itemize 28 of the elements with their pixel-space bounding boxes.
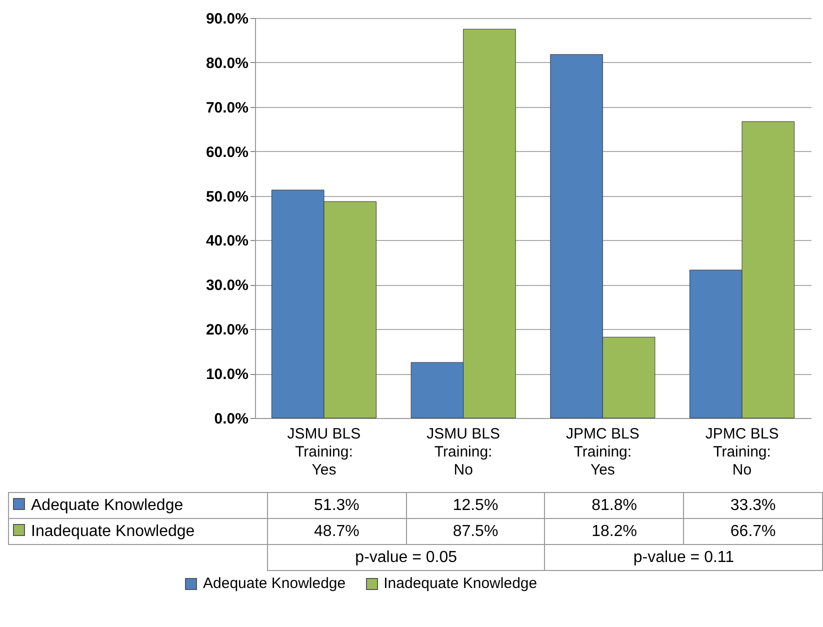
x-tick-label: JSMU BLS Training: Yes (287, 426, 361, 478)
legend-label: Inadequate Knowledge (382, 575, 538, 592)
y-tick-label: 30.0% (206, 277, 248, 294)
y-tick-label: 20.0% (206, 322, 248, 339)
data-label: 33.3% (684, 492, 822, 518)
data-label: 81.8% (544, 492, 684, 518)
y-tick-label: 40.0% (206, 232, 248, 250)
y-tick-label: 50.0% (206, 188, 248, 206)
text: p-value = 0.05 (267, 544, 545, 570)
y-tick-label: 10.0% (206, 366, 248, 384)
data-label: 66.7% (684, 518, 822, 544)
x-tick-label: JPMC BLS Training: No (705, 426, 779, 478)
x-tick-label: JSMU BLS Training: No (426, 426, 500, 478)
y-tick-label: 80.0% (206, 54, 248, 72)
text: Inadequate Knowledge (31, 522, 195, 540)
legend-label: Adequate Knowledge (8, 492, 268, 518)
text: Adequate Knowledge (203, 575, 346, 592)
data-label: 51.3% (267, 492, 406, 518)
data-label: 48.7% (267, 518, 406, 544)
text: p-value = 0.11 (544, 544, 822, 570)
y-tick-label: 60.0% (206, 144, 248, 161)
data-label: 87.5% (406, 518, 545, 544)
data-label: 12.5% (406, 492, 545, 518)
y-tick-label: 0.0% (214, 410, 248, 428)
y-tick-label: 90.0% (206, 10, 248, 28)
y-tick-label: 70.0% (206, 99, 248, 116)
x-tick-label: JPMC BLS Training: Yes (566, 426, 640, 478)
data-label: 18.2% (544, 518, 684, 544)
